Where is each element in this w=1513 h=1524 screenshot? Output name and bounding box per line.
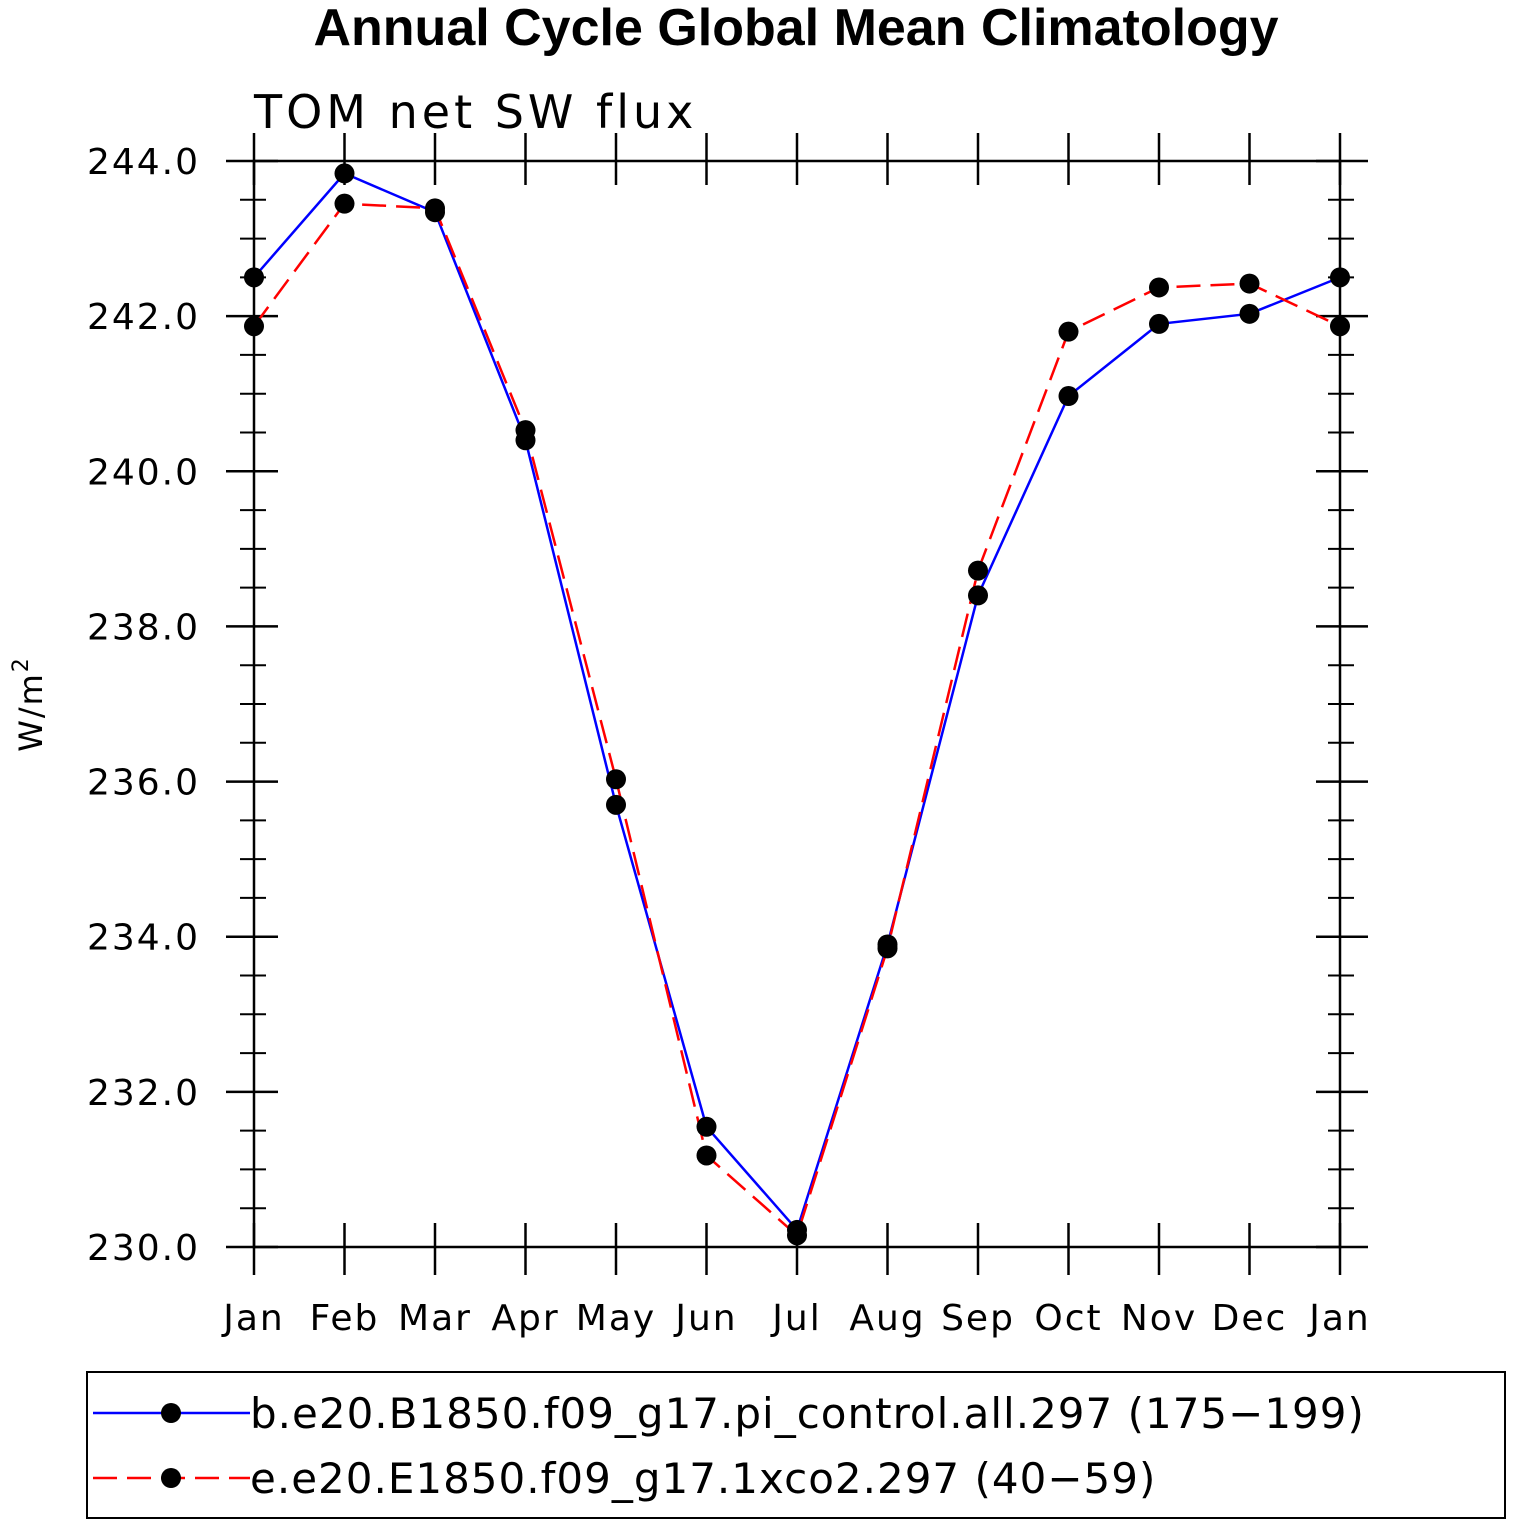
x-tick-label: Nov: [1121, 1298, 1197, 1339]
plot-frame: [252, 159, 1342, 1249]
x-tick-labels: Jan Feb Mar Apr May Jun Jul Aug Sep Oct Nov Dec Jan: [221, 1298, 1371, 1339]
y-tick-label: 244.0: [87, 142, 200, 183]
series-1-point: [968, 585, 988, 606]
y-tick-label: 238.0: [87, 607, 200, 648]
legend: b.e20.B1850.f09_g17.pi_control.all.297 (…: [86, 1371, 1506, 1519]
series-1-point: [1058, 386, 1079, 407]
series-layer: [244, 163, 1350, 1246]
y-tick-label: 234.0: [87, 918, 200, 959]
y-axis-label: W/m2: [9, 656, 50, 752]
x-tick-label: Feb: [310, 1298, 380, 1339]
y-tick-labels: 230.0 232.0 234.0 236.0 238.0 240.0 242.0 244.0: [87, 142, 200, 1269]
y-axis-label-text: W/m: [12, 672, 50, 752]
y-tick-label: 240.0: [87, 452, 200, 493]
x-tick-label: Oct: [1034, 1298, 1102, 1339]
series-1-point: [244, 267, 264, 288]
series-2-point: [244, 316, 264, 337]
y-tick-label: 232.0: [87, 1073, 200, 1114]
series-line-2: [252, 202, 1341, 1238]
series-1-point: [1330, 267, 1350, 288]
series-2-point: [606, 769, 626, 790]
legend-label-series-2: e.e20.E1850.f09_g17.1xco2.297 (40−59): [250, 1454, 1156, 1503]
x-tick-label: Jul: [770, 1298, 821, 1339]
x-tick-label: Jan: [221, 1298, 285, 1339]
chart-title: Annual Cycle Global Mean Climatology: [313, 0, 1278, 57]
x-tick-label: May: [576, 1298, 656, 1339]
series-1-point: [334, 163, 355, 184]
series-2-point: [1058, 321, 1079, 342]
axis-ticks: [226, 133, 1368, 1275]
series-2-point: [1149, 277, 1169, 298]
legend-marker-series-2: [161, 1468, 181, 1488]
series-2-point: [1239, 273, 1260, 294]
x-tick-label: Aug: [849, 1298, 925, 1339]
x-tick-label: Sep: [941, 1298, 1015, 1339]
series-1-point: [1239, 303, 1260, 324]
legend-marker-series-1: [161, 1403, 181, 1423]
chart-subtitle: TOM net SW flux: [253, 85, 697, 139]
series-2-point: [696, 1145, 717, 1166]
y-axis-label-superscript: 2: [9, 656, 34, 672]
x-tick-label: Jun: [673, 1298, 737, 1339]
series-1-point: [1149, 313, 1169, 334]
series-2-point: [425, 198, 445, 219]
y-tick-label: 230.0: [87, 1228, 200, 1269]
svg-text:W/m2: W/m2: [9, 656, 50, 752]
series-2-point: [334, 193, 355, 214]
series-2-point: [1330, 316, 1350, 337]
series-1-point: [606, 794, 626, 815]
x-tick-label: Dec: [1212, 1298, 1288, 1339]
x-tick-label: Apr: [491, 1298, 559, 1339]
series-2-point: [515, 420, 536, 441]
x-tick-label: Mar: [398, 1298, 472, 1339]
y-tick-label: 242.0: [87, 297, 200, 338]
x-tick-label: Jan: [1307, 1298, 1371, 1339]
series-line-1: [253, 171, 1341, 1233]
series-2-point: [968, 560, 988, 581]
series-1-point: [696, 1116, 717, 1137]
y-tick-label: 236.0: [87, 763, 200, 804]
series-2-point: [877, 938, 898, 959]
legend-box: [86, 1371, 1506, 1519]
series-2-point: [787, 1225, 807, 1246]
legend-label-series-1: b.e20.B1850.f09_g17.pi_control.all.297 (…: [250, 1389, 1365, 1438]
